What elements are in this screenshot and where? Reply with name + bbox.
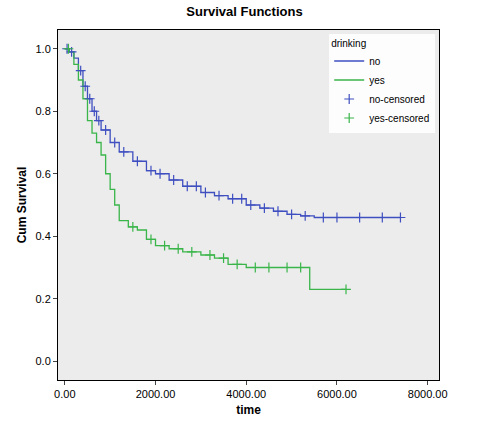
svg-text:no-censored: no-censored <box>369 94 425 105</box>
svg-text:0.0: 0.0 <box>36 355 51 367</box>
svg-text:time: time <box>236 403 261 417</box>
svg-text:0.2: 0.2 <box>36 293 51 305</box>
svg-text:4000.00: 4000.00 <box>226 388 266 400</box>
svg-text:1.0: 1.0 <box>36 43 51 55</box>
svg-text:drinking: drinking <box>331 38 366 49</box>
svg-text:0.8: 0.8 <box>36 105 51 117</box>
svg-text:Cum Survival: Cum Survival <box>15 167 29 244</box>
svg-text:0.00: 0.00 <box>54 388 75 400</box>
svg-text:8000.00: 8000.00 <box>408 388 448 400</box>
svg-text:yes-censored: yes-censored <box>369 113 429 124</box>
svg-text:0.6: 0.6 <box>36 168 51 180</box>
svg-text:0.4: 0.4 <box>36 230 51 242</box>
svg-text:6000.00: 6000.00 <box>317 388 357 400</box>
svg-text:yes: yes <box>369 75 385 86</box>
svg-text:Survival Functions: Survival Functions <box>186 4 302 19</box>
svg-text:no: no <box>369 56 381 67</box>
svg-text:2000.00: 2000.00 <box>136 388 176 400</box>
